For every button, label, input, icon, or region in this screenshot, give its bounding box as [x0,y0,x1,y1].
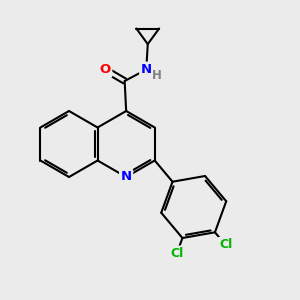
Text: Cl: Cl [219,238,232,251]
Text: O: O [100,63,111,76]
Text: Cl: Cl [170,247,183,260]
Text: H: H [152,69,162,82]
Text: N: N [121,170,132,184]
Text: N: N [141,63,152,76]
